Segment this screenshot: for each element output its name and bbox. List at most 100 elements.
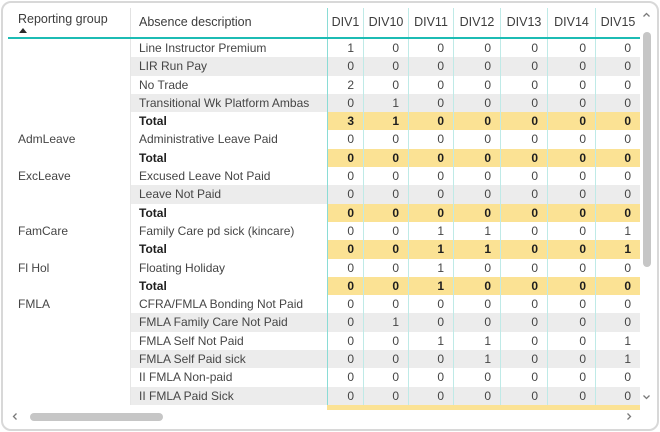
value-cell[interactable]: 0: [500, 331, 547, 351]
value-cell[interactable]: 0: [500, 386, 547, 405]
absence-description-cell[interactable]: Total: [130, 148, 327, 168]
value-cell[interactable]: 0: [595, 258, 640, 277]
value-cell[interactable]: 0: [363, 368, 408, 387]
horizontal-scrollbar[interactable]: [6, 410, 636, 424]
value-cell[interactable]: 0: [408, 185, 453, 204]
value-cell[interactable]: 0: [453, 386, 500, 405]
absence-description-cell[interactable]: Family Care pd sick (kincare): [130, 221, 327, 241]
value-cell[interactable]: 0: [327, 130, 363, 149]
value-cell[interactable]: 0: [595, 93, 640, 113]
value-cell[interactable]: 0: [327, 386, 363, 405]
value-cell[interactable]: 0: [363, 295, 408, 314]
value-cell[interactable]: 0: [408, 57, 453, 76]
absence-description-cell[interactable]: No Trade: [130, 75, 327, 94]
value-cell[interactable]: 0: [595, 39, 640, 58]
value-cell[interactable]: 0: [363, 221, 408, 241]
value-cell[interactable]: 0: [500, 368, 547, 387]
value-cell[interactable]: 0: [547, 93, 595, 113]
value-cell[interactable]: 0: [408, 75, 453, 94]
absence-description-cell[interactable]: Transitional Wk Platform Ambas: [130, 93, 327, 113]
value-cell[interactable]: 1: [595, 240, 640, 259]
value-cell[interactable]: 3: [327, 112, 363, 131]
absence-description-cell[interactable]: Total: [130, 276, 327, 296]
value-cell[interactable]: 0: [547, 295, 595, 314]
value-cell[interactable]: 0: [500, 258, 547, 277]
value-cell[interactable]: 1: [408, 258, 453, 277]
reporting-group-cell[interactable]: Fl Hol: [8, 258, 130, 277]
absence-description-cell[interactable]: Total: [130, 112, 327, 131]
reporting-group-cell[interactable]: FamCare: [8, 221, 130, 241]
value-cell[interactable]: 0: [547, 167, 595, 186]
value-cell[interactable]: 0: [327, 185, 363, 204]
absence-description-cell[interactable]: Leave Not Paid: [130, 185, 327, 204]
value-cell[interactable]: 0: [595, 130, 640, 149]
column-header-div13[interactable]: DIV13: [500, 8, 547, 37]
value-cell[interactable]: 0: [595, 386, 640, 405]
value-cell[interactable]: 0: [408, 350, 453, 369]
value-cell[interactable]: 0: [408, 148, 453, 168]
value-cell[interactable]: 0: [453, 313, 500, 332]
value-cell[interactable]: 0: [595, 368, 640, 387]
value-cell[interactable]: 0: [408, 313, 453, 332]
value-cell[interactable]: 0: [595, 57, 640, 76]
value-cell[interactable]: 0: [363, 75, 408, 94]
value-cell[interactable]: 2: [327, 75, 363, 94]
horizontal-scrollbar-thumb[interactable]: [30, 413, 163, 421]
value-cell[interactable]: 0: [547, 350, 595, 369]
value-cell[interactable]: 1: [453, 350, 500, 369]
value-cell[interactable]: 0: [327, 221, 363, 241]
absence-description-cell[interactable]: LIR Run Pay: [130, 57, 327, 76]
value-cell[interactable]: 0: [547, 148, 595, 168]
value-cell[interactable]: 0: [547, 221, 595, 241]
scroll-left-icon[interactable]: [10, 411, 20, 422]
value-cell[interactable]: 0: [595, 295, 640, 314]
value-cell[interactable]: 0: [453, 57, 500, 76]
value-cell[interactable]: 0: [363, 148, 408, 168]
absence-description-cell[interactable]: FMLA Self Not Paid: [130, 331, 327, 351]
value-cell[interactable]: 0: [327, 331, 363, 351]
column-header-div15[interactable]: DIV15: [595, 8, 640, 37]
value-cell[interactable]: 0: [408, 112, 453, 131]
value-cell[interactable]: 1: [408, 276, 453, 296]
value-cell[interactable]: 0: [547, 258, 595, 277]
value-cell[interactable]: 0: [363, 331, 408, 351]
value-cell[interactable]: 0: [408, 386, 453, 405]
value-cell[interactable]: 0: [327, 93, 363, 113]
value-cell[interactable]: 0: [595, 203, 640, 222]
absence-description-cell[interactable]: Total: [130, 203, 327, 222]
value-cell[interactable]: 0: [547, 130, 595, 149]
value-cell[interactable]: 0: [363, 39, 408, 58]
value-cell[interactable]: 0: [453, 39, 500, 58]
value-cell[interactable]: 0: [408, 130, 453, 149]
value-cell[interactable]: 0: [500, 295, 547, 314]
value-cell[interactable]: 0: [408, 93, 453, 113]
value-cell[interactable]: 0: [453, 203, 500, 222]
value-cell[interactable]: 1: [408, 331, 453, 351]
value-cell[interactable]: 1: [453, 240, 500, 259]
value-cell[interactable]: 0: [327, 167, 363, 186]
value-cell[interactable]: 0: [500, 350, 547, 369]
absence-description-cell[interactable]: II FMLA Paid Sick: [130, 386, 327, 405]
column-header-reporting-group[interactable]: Reporting group: [8, 8, 130, 37]
value-cell[interactable]: 0: [500, 240, 547, 259]
value-cell[interactable]: 0: [327, 148, 363, 168]
value-cell[interactable]: 0: [500, 93, 547, 113]
absence-description-cell[interactable]: CFRA/FMLA Bonding Not Paid: [130, 295, 327, 314]
absence-description-cell[interactable]: Excused Leave Not Paid: [130, 167, 327, 186]
value-cell[interactable]: 0: [595, 75, 640, 94]
value-cell[interactable]: 0: [547, 112, 595, 131]
value-cell[interactable]: 0: [363, 185, 408, 204]
value-cell[interactable]: 0: [547, 313, 595, 332]
absence-description-cell[interactable]: Line Instructor Premium: [130, 39, 327, 58]
value-cell[interactable]: 0: [327, 276, 363, 296]
absence-description-cell[interactable]: Administrative Leave Paid: [130, 130, 327, 149]
value-cell[interactable]: 0: [500, 313, 547, 332]
value-cell[interactable]: 0: [363, 203, 408, 222]
value-cell[interactable]: 0: [453, 167, 500, 186]
column-header-div12[interactable]: DIV12: [453, 8, 500, 37]
value-cell[interactable]: 0: [453, 258, 500, 277]
value-cell[interactable]: 1: [595, 350, 640, 369]
value-cell[interactable]: 0: [327, 295, 363, 314]
value-cell[interactable]: 1: [595, 221, 640, 241]
value-cell[interactable]: 0: [547, 185, 595, 204]
